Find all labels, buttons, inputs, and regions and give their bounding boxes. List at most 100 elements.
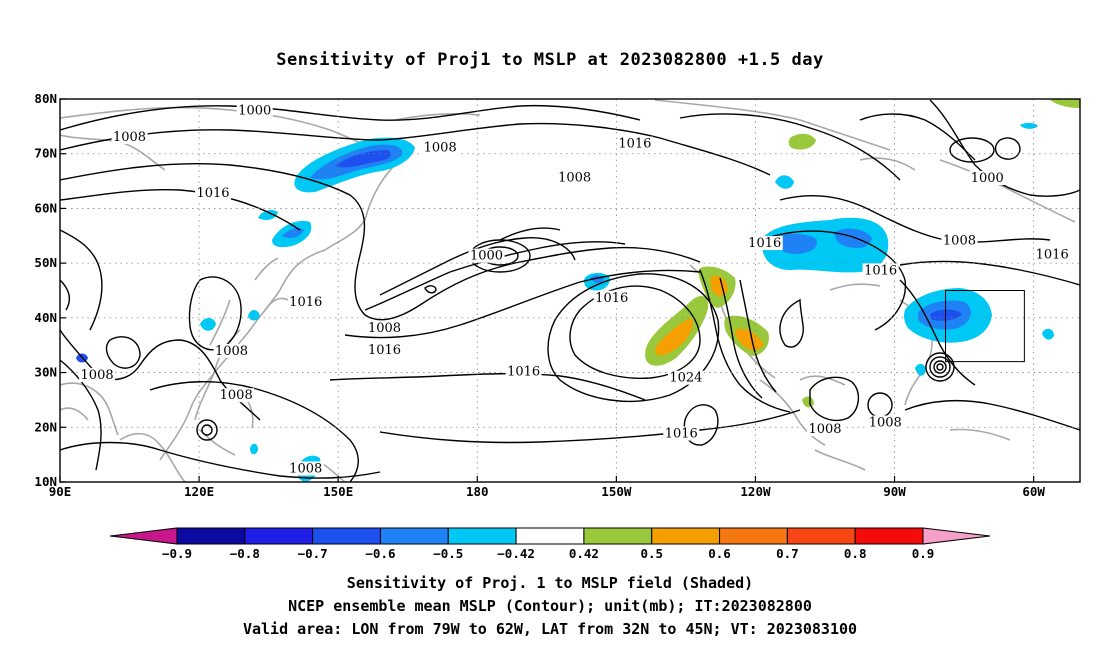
colorbar-label: 0.42 [569,546,599,561]
contour-label-bg [862,263,899,278]
colorbar-box [379,527,449,545]
contour-label-bg [969,170,1006,185]
contour-label: 1008 [368,321,401,336]
contour-label: 1016 [595,291,628,306]
lat-tick-label: 60N [34,200,57,215]
contour-label-bg [79,367,116,382]
contour-label-bg [663,426,700,441]
sensitivity-shading [76,99,1080,482]
contour-label-bg [807,422,843,437]
colorbar-label: −0.6 [365,546,395,561]
colorbar-label: 0.6 [708,546,731,561]
contour-label: 1016 [289,295,322,310]
contour-label-bg [422,140,459,155]
coastlines [60,99,1076,482]
positive-sensitivity-shading [645,99,1080,408]
colorbar-box [244,527,314,545]
map-frame [59,98,1081,483]
colorbar-label: −0.7 [298,546,328,561]
contour-label: 1008 [558,170,591,185]
colorbar-box [854,527,924,545]
contour-label-bg [236,103,273,118]
contour-label-bg [213,343,250,358]
lon-tick-label: 150W [601,484,632,499]
contour-label: 1008 [81,368,114,383]
caption-line-3: Valid area: LON from 79W to 62W, LAT fro… [242,620,858,638]
lon-tick-label: 60W [1022,484,1045,499]
contour-label: 1024 [669,371,702,386]
colorbar-box [786,527,856,545]
colorbar-box [719,527,788,545]
contour-label-bg [218,388,255,403]
contour-label: 1000 [971,171,1004,186]
contour-label: 1008 [808,422,841,437]
contour-label-bg [1034,247,1071,262]
contour-label: 1016 [368,343,401,358]
colorbar: −0.9 −0.8 −0.7 −0.6 −0.5 −0.42 0.42 0.5 0.6 0.7 0.… [109,527,991,561]
colorbar-label: 0.8 [844,546,867,561]
contour-label: 1008 [289,462,322,477]
lon-tick-label: 120E [184,484,214,499]
lat-tick-label: 70N [34,146,57,161]
contour-label: 1016 [1036,248,1069,263]
contour-label: 1000 [470,249,503,264]
contour-label: 1016 [618,137,651,152]
contour-label: 1000 [238,104,271,119]
contour-label-bg [667,370,704,385]
lon-tick-label: 180 [466,484,489,499]
contour-label-bg [195,185,231,200]
contour-label-bg [366,320,403,335]
lat-tick-label: 80N [34,91,57,106]
lat-tick-label: 50N [34,255,57,270]
colorbar-box [176,527,246,545]
colorbar-label: −0.5 [433,546,463,561]
negative-sensitivity-shading [76,122,1054,482]
colorbar-high-triangle [922,527,991,545]
contour-labels: 1000 1008 1008 1016 1016 1008 1000 1000 1016 1016… [79,103,1071,477]
colorbar-label: −0.42 [497,546,535,561]
axis-ticks: 90E 120E 150E 180 150W 120W 90W 60W 10N 20N 30N 40N… [34,91,1045,499]
colorbar-label: 0.5 [640,546,663,561]
lat-tick-label: 40N [34,310,57,325]
contour-label-bg [468,248,505,263]
colorbar-low-triangle [109,527,178,545]
contour-label: 1016 [748,236,781,251]
mslp-contours [60,99,1080,482]
contour-label-bg [111,129,148,144]
lon-tick-label: 90W [883,484,906,499]
colorbar-box [447,527,517,545]
caption-line-1: Sensitivity of Proj. 1 to MSLP field (Sh… [346,574,754,592]
colorbar-label: −0.9 [162,546,192,561]
colorbar-label: 0.7 [776,546,799,561]
contour-label-bg [941,233,978,248]
contour-label: 1016 [196,186,229,201]
valid-area-box [945,290,1025,363]
contour-label: 1016 [864,263,897,278]
contour-label-bg [556,170,593,185]
caption-line-2: NCEP ensemble mean MSLP (Contour); unit(… [288,597,812,615]
lat-tick-label: 30N [34,365,57,380]
lon-tick-label: 120W [740,484,771,499]
map-title: Sensitivity of Proj1 to MSLP at 20230828… [276,50,824,70]
contour-label: 1016 [507,365,540,380]
colorbar-label: 0.9 [912,546,935,561]
colorbar-box [651,527,721,545]
colorbar-box [583,527,653,545]
contour-label: 1008 [215,344,248,359]
contour-label-bg [505,364,542,379]
contour-label-bg [287,295,324,310]
contour-label: 1008 [943,233,976,248]
colorbar-box [515,527,585,545]
contour-label: 1016 [665,426,698,441]
lon-tick-label: 90E [49,484,72,499]
contour-label-bg [366,342,403,357]
contour-label-bg [867,415,904,430]
lat-tick-label: 20N [34,419,57,434]
contour-label-bg [593,290,630,305]
contour-label-bg [746,236,783,251]
lat-tick-label: 10N [34,474,57,489]
colorbar-box [312,527,381,545]
lon-tick-label: 150E [323,484,353,499]
contour-label: 1008 [424,140,457,155]
